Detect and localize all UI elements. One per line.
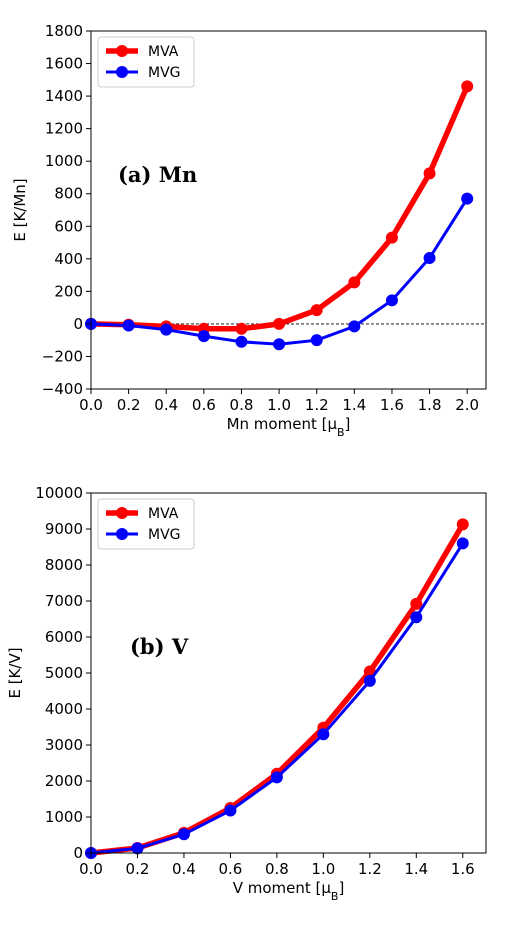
x-tick-label: 0.6 bbox=[192, 396, 216, 414]
chart-panel-b: 0.0 0.2 0.4 0.6 0.8 1.0 1.2 1.4 1.6 0 1000 2000 3000… bbox=[6, 484, 487, 903]
y-tick-label: 1400 bbox=[45, 87, 83, 105]
series-mva bbox=[85, 80, 474, 335]
x-tick-label: 0.6 bbox=[218, 860, 242, 878]
data-point-mvg bbox=[317, 728, 330, 741]
x-tick-label: 0.4 bbox=[172, 860, 196, 878]
y-tick-label: 9000 bbox=[45, 520, 83, 538]
y-tick-label: 10000 bbox=[35, 484, 83, 502]
panel-annotation: (a) Mn bbox=[118, 162, 197, 187]
y-tick-label: −200 bbox=[42, 347, 83, 365]
legend-label-mva: MVA bbox=[148, 506, 179, 522]
x-tick-label: 1.4 bbox=[404, 860, 428, 878]
data-point-mva bbox=[385, 231, 398, 244]
x-tick-label: 1.2 bbox=[358, 860, 382, 878]
data-point-mvg bbox=[273, 338, 286, 351]
x-tick-label: 0.0 bbox=[79, 860, 103, 878]
x-tick-label: 0.2 bbox=[117, 396, 141, 414]
legend-marker-mva bbox=[116, 45, 128, 57]
data-point-mvg bbox=[122, 319, 135, 332]
y-tick-label: 0 bbox=[73, 844, 83, 862]
x-tick-label: 0.4 bbox=[154, 396, 178, 414]
y-tick-label: 1600 bbox=[45, 55, 83, 73]
series-line-mva bbox=[90, 85, 470, 332]
axes-frame bbox=[90, 30, 487, 390]
data-point-mvg bbox=[197, 330, 210, 343]
series-mva bbox=[85, 518, 469, 859]
legend: MVA MVG bbox=[97, 498, 195, 550]
data-point-mvg bbox=[456, 537, 469, 550]
x-tick-label: 1.4 bbox=[342, 396, 366, 414]
x-tick-label: 2.0 bbox=[455, 396, 479, 414]
data-point-mva bbox=[410, 597, 423, 610]
y-tick-label: 8000 bbox=[45, 556, 83, 574]
y-tick-label: 1800 bbox=[45, 22, 83, 40]
y-tick-label: 5000 bbox=[45, 664, 83, 682]
legend-marker-mvg bbox=[116, 528, 128, 540]
x-tick-label: 1.6 bbox=[451, 860, 475, 878]
x-axis-label: V moment [μB] bbox=[233, 879, 345, 903]
data-point-mvg bbox=[423, 252, 436, 265]
y-axis-label: E [K/Mn] bbox=[11, 178, 29, 241]
data-point-mvg bbox=[235, 335, 248, 348]
panel-annotation: (b) V bbox=[130, 634, 189, 659]
data-point-mva bbox=[235, 322, 248, 335]
x-tick-label: 1.8 bbox=[418, 396, 442, 414]
legend-label-mvg: MVG bbox=[148, 527, 181, 543]
x-tick-label: 0.0 bbox=[79, 396, 103, 414]
x-axis-label: Mn moment [μB] bbox=[227, 415, 351, 439]
legend-label-mvg: MVG bbox=[148, 65, 181, 81]
data-point-mvg bbox=[177, 828, 190, 841]
legend-marker-mvg bbox=[116, 66, 128, 78]
y-tick-label: 4000 bbox=[45, 700, 83, 718]
data-point-mvg bbox=[385, 294, 398, 307]
data-point-mvg bbox=[410, 611, 423, 624]
y-tick-label: 200 bbox=[54, 282, 83, 300]
legend-label-mva: MVA bbox=[148, 44, 179, 60]
data-point-mvg bbox=[160, 323, 173, 336]
x-tick-label: 1.6 bbox=[380, 396, 404, 414]
data-point-mvg bbox=[131, 842, 144, 855]
y-tick-label: 6000 bbox=[45, 628, 83, 646]
y-tick-label: 400 bbox=[54, 250, 83, 268]
series-line-mva bbox=[90, 522, 466, 856]
data-point-mvg bbox=[348, 320, 361, 333]
x-tick-label: 1.0 bbox=[267, 396, 291, 414]
y-tick-label: −400 bbox=[42, 380, 83, 398]
legend: MVA MVG bbox=[97, 36, 195, 88]
data-point-mva bbox=[461, 80, 474, 93]
y-tick-label: 1200 bbox=[45, 120, 83, 138]
y-tick-label: 600 bbox=[54, 217, 83, 235]
series-mvg bbox=[85, 537, 469, 859]
chart-panel-a: 0.0 0.2 0.4 0.6 0.8 1.0 1.2 1.4 1.6 1.8 2.0 −400 −20… bbox=[11, 22, 487, 439]
data-point-mva bbox=[310, 304, 323, 317]
data-point-mvg bbox=[310, 334, 323, 347]
data-point-mva bbox=[348, 276, 361, 289]
x-tick-label: 0.2 bbox=[126, 860, 150, 878]
y-tick-label: 0 bbox=[73, 315, 83, 333]
data-point-mvg bbox=[461, 192, 474, 205]
data-point-mvg bbox=[363, 674, 376, 687]
y-tick-label: 2000 bbox=[45, 772, 83, 790]
x-tick-label: 0.8 bbox=[230, 396, 254, 414]
y-tick-label: 1000 bbox=[45, 152, 83, 170]
y-tick-label: 7000 bbox=[45, 592, 83, 610]
series-mvg bbox=[85, 192, 474, 351]
legend-marker-mva bbox=[116, 507, 128, 519]
x-tick-label: 0.8 bbox=[265, 860, 289, 878]
series-line-mvg bbox=[90, 542, 465, 855]
x-tick-label: 1.2 bbox=[305, 396, 329, 414]
y-tick-label: 3000 bbox=[45, 736, 83, 754]
data-point-mvg bbox=[224, 804, 237, 817]
y-axis-label: E [K/V] bbox=[6, 647, 24, 698]
data-point-mva bbox=[456, 518, 469, 531]
y-tick-label: 800 bbox=[54, 185, 83, 203]
data-point-mvg bbox=[270, 771, 283, 784]
x-tick-label: 1.0 bbox=[311, 860, 335, 878]
data-point-mva bbox=[423, 167, 436, 180]
y-tick-label: 1000 bbox=[45, 808, 83, 826]
data-point-mva bbox=[273, 317, 286, 330]
